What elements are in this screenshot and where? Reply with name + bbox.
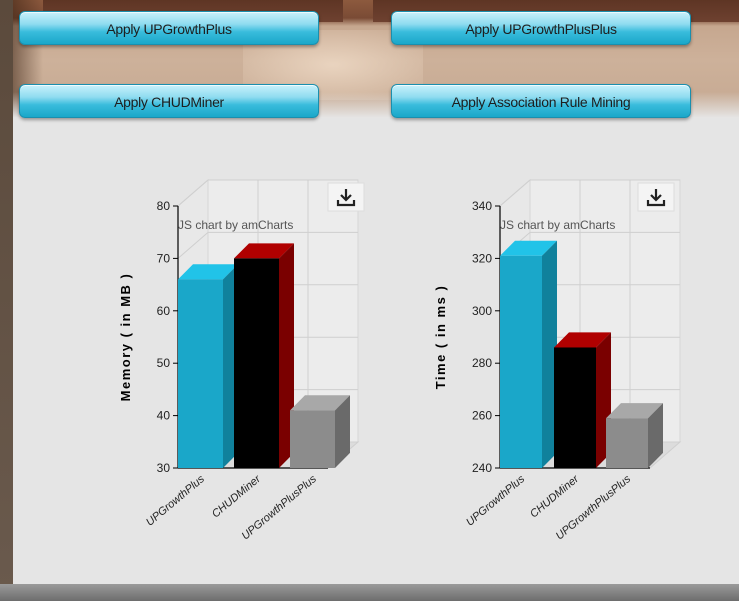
bar-side <box>648 403 663 468</box>
apply-association-rule-mining-button[interactable]: Apply Association Rule Mining <box>391 84 691 118</box>
bar <box>606 403 663 468</box>
x-tick-label: UPGrowthPlus <box>144 473 207 529</box>
y-tick-label: 40 <box>157 409 171 423</box>
y-tick-label: 60 <box>157 304 171 318</box>
bar-front <box>178 279 223 468</box>
bar-top <box>500 240 557 256</box>
y-tick-label: 320 <box>472 251 492 265</box>
gridline <box>177 232 209 259</box>
bar-side <box>335 395 350 468</box>
y-tick-label: 240 <box>472 461 492 475</box>
x-tick-label: CHUDMiner <box>528 472 582 520</box>
y-tick-label: 260 <box>472 409 492 423</box>
bar-front <box>554 347 596 468</box>
bar <box>554 332 611 468</box>
bottom-bar <box>0 584 739 601</box>
bar <box>290 395 350 468</box>
bar-front <box>290 410 335 468</box>
x-tick-label: UPGrowthPlus <box>464 473 527 529</box>
y-tick-label: 340 <box>472 199 492 213</box>
bar <box>234 243 294 468</box>
export-button[interactable] <box>637 182 675 212</box>
y-axis-title: Time ( in ms ) <box>433 285 448 390</box>
download-icon <box>336 189 356 207</box>
chart-credit: JS chart by amCharts <box>500 218 615 232</box>
export-button[interactable] <box>327 182 365 212</box>
y-tick-label: 30 <box>157 461 171 475</box>
y-tick-label: 50 <box>157 356 171 370</box>
bar-top <box>234 243 294 259</box>
bar <box>178 264 238 468</box>
gridline <box>177 179 209 207</box>
bar-side <box>542 240 557 468</box>
left-edge-strip <box>0 0 13 601</box>
download-icon <box>646 189 666 207</box>
bar-top <box>178 264 238 280</box>
apply-chudminer-button[interactable]: Apply CHUDMiner <box>19 84 319 118</box>
bar <box>500 240 557 468</box>
bar-front <box>234 258 279 468</box>
y-tick-label: 80 <box>157 199 171 213</box>
y-axis-title: Memory ( in MB ) <box>118 273 133 402</box>
bar-top <box>554 332 611 348</box>
bar-front <box>500 255 542 468</box>
x-tick-label: CHUDMiner <box>210 472 264 520</box>
gridline <box>499 179 531 207</box>
bar-top <box>290 395 350 411</box>
y-tick-label: 300 <box>472 304 492 318</box>
bar-top <box>606 403 663 419</box>
y-tick-label: 280 <box>472 356 492 370</box>
bar-front <box>606 418 648 468</box>
y-tick-label: 70 <box>157 251 171 265</box>
chart-credit: JS chart by amCharts <box>178 218 293 232</box>
apply-upgrowthplus-button[interactable]: Apply UPGrowthPlus <box>19 11 319 45</box>
apply-upgrowthplusplus-button[interactable]: Apply UPGrowthPlusPlus <box>391 11 691 45</box>
